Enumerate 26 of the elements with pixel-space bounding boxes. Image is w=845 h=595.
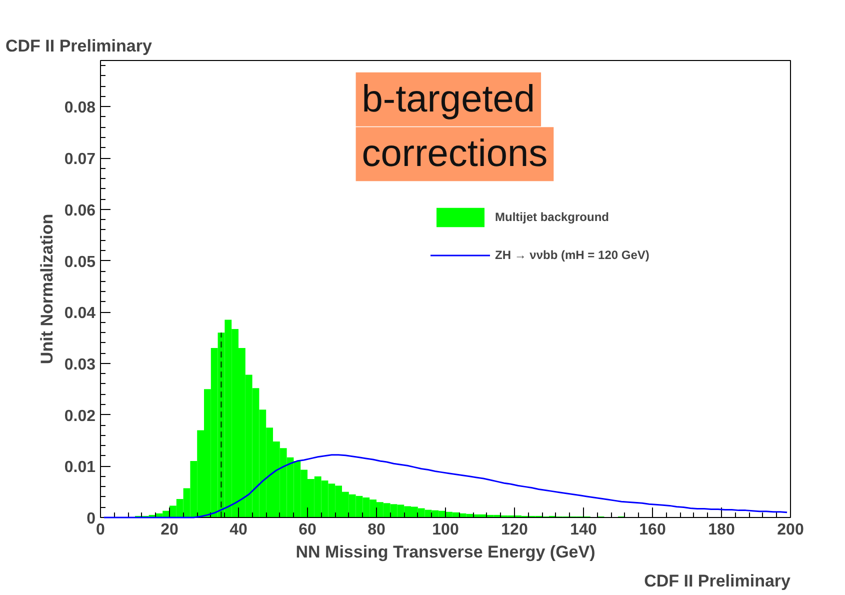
- x-tick-label: 40: [230, 522, 248, 538]
- x-tick-label: 200: [777, 522, 804, 538]
- legend-label: Multijet background: [495, 210, 609, 224]
- text: CDF II Preliminary: [644, 572, 792, 590]
- y-tick-label: 0: [86, 510, 96, 528]
- y-tick-label: 0.02: [64, 408, 96, 425]
- y-tick-label: 0.05: [64, 254, 96, 271]
- y-tick-label: 0.06: [64, 202, 96, 220]
- x-tick-label: 20: [160, 522, 178, 538]
- chart-title: CDF II Preliminary: [6, 36, 152, 56]
- x-tick-label: 180: [708, 522, 735, 538]
- x-tick-label: 160: [639, 522, 666, 538]
- x-tick-label: 120: [501, 522, 528, 538]
- x-tick-label: 60: [298, 522, 316, 538]
- y-axis-title: Unit Normalization: [37, 214, 56, 364]
- x-tick-label: 140: [570, 522, 597, 538]
- legend-label: ZH → ννbb (mH = 120 GeV): [495, 248, 650, 262]
- y-tick-label: 0.01: [64, 459, 96, 476]
- x-tick-label: 100: [432, 522, 459, 538]
- y-tick-label: 0.08: [64, 100, 96, 117]
- annotation: b-targeted corrections: [362, 78, 548, 176]
- x-tick-label: 80: [368, 522, 386, 538]
- y-tick-label: 0.07: [64, 151, 96, 168]
- y-tick-label: 0.04: [64, 305, 96, 322]
- y-tick-label: 0.03: [64, 356, 96, 374]
- x-axis-title: NN Missing Transverse Energy (GeV): [296, 542, 596, 562]
